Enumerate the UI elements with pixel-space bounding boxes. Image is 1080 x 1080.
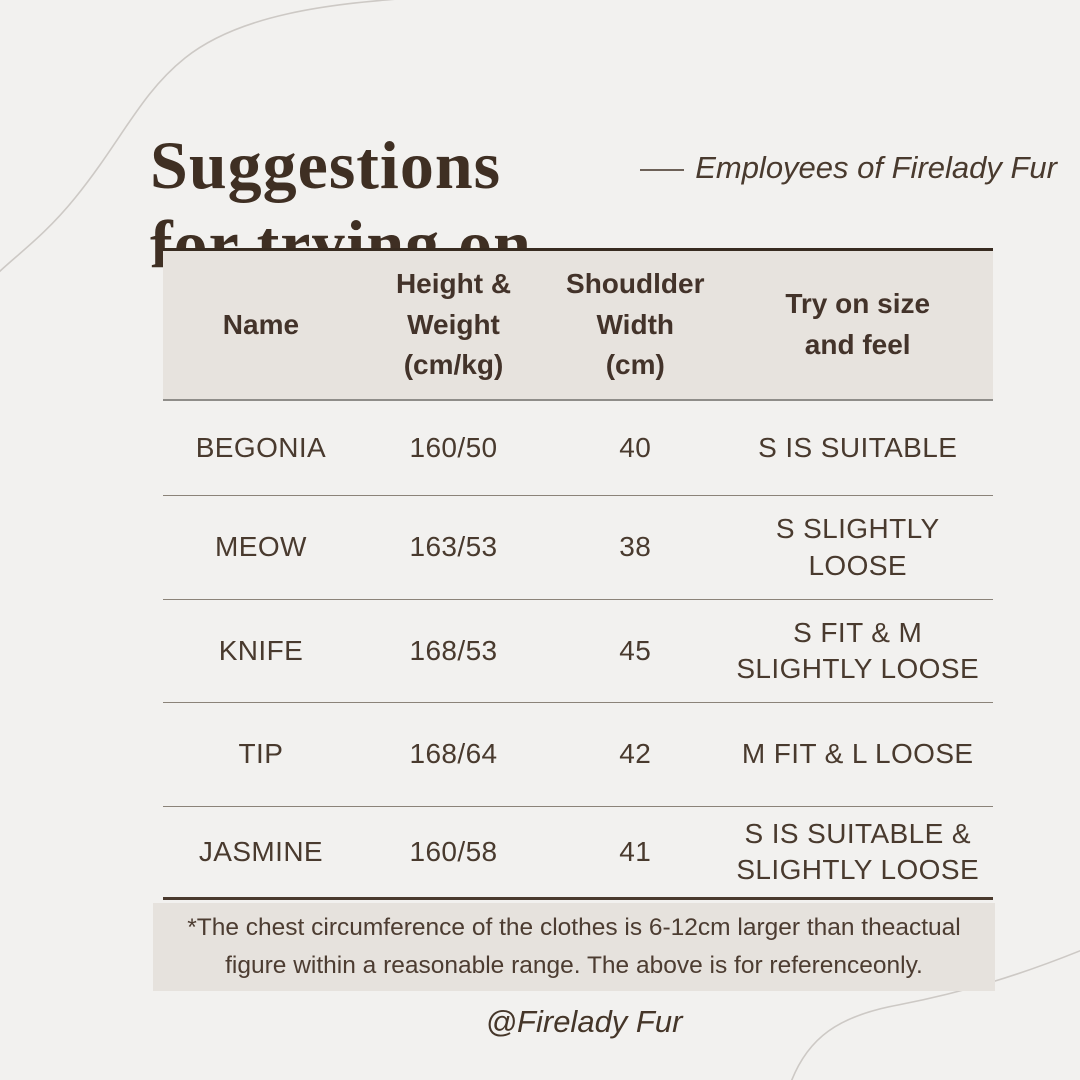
size-table: Name Height & Weight (cm/kg) Shoudlder W…: [163, 248, 993, 900]
table-header-row: Name Height & Weight (cm/kg) Shoudlder W…: [163, 248, 993, 401]
cell-height-weight: 168/53: [409, 634, 498, 666]
table-row: KNIFE 168/53 45 S FIT & M SLIGHTLY LOOSE: [163, 600, 993, 703]
cell-height-weight: 168/64: [409, 738, 498, 770]
table-row: JASMINE 160/58 41 S IS SUITABLE & SLIGHT…: [163, 807, 993, 900]
cell-fit: M FIT & L LOOSE: [741, 738, 974, 770]
column-header-shoulder-width: Shoudlder Width (cm): [566, 268, 705, 381]
cell-height-weight: 163/53: [409, 531, 498, 563]
cell-shoulder-width: 41: [619, 835, 652, 867]
cell-fit: S FIT & M SLIGHTLY LOOSE: [736, 616, 980, 684]
column-header-name: Name: [222, 308, 300, 340]
column-header-height-weight: Height & Weight (cm/kg): [395, 268, 512, 381]
cell-name: KNIFE: [218, 634, 304, 666]
table-row: BEGONIA 160/50 40 S IS SUITABLE: [163, 401, 993, 496]
table-row: MEOW 163/53 38 S SLIGHTLY LOOSE: [163, 496, 993, 600]
attribution-dash-line: [640, 168, 685, 171]
column-header-fit: Try on size and feel: [785, 288, 931, 360]
cell-shoulder-width: 45: [619, 634, 652, 666]
cell-name: MEOW: [215, 531, 307, 563]
attribution: Employees of Firelady Fur: [640, 150, 1057, 186]
table-row: TIP 168/64 42 M FIT & L LOOSE: [163, 703, 993, 807]
cell-fit: S IS SUITABLE: [758, 431, 958, 463]
cell-height-weight: 160/50: [409, 431, 498, 463]
footnote: *The chest circumference of the clothes …: [153, 903, 995, 991]
cell-shoulder-width: 38: [619, 531, 652, 563]
cell-shoulder-width: 40: [619, 431, 652, 463]
cell-fit: S IS SUITABLE & SLIGHTLY LOOSE: [736, 817, 980, 885]
cell-fit: S SLIGHTLY LOOSE: [775, 513, 940, 581]
attribution-text: Employees of Firelady Fur: [695, 150, 1057, 185]
cell-shoulder-width: 42: [619, 738, 652, 770]
cell-name: JASMINE: [198, 835, 324, 867]
cell-height-weight: 160/58: [409, 835, 498, 867]
social-handle: @Firelady Fur: [485, 1004, 683, 1039]
cell-name: TIP: [238, 738, 284, 770]
cell-name: BEGONIA: [195, 431, 327, 463]
